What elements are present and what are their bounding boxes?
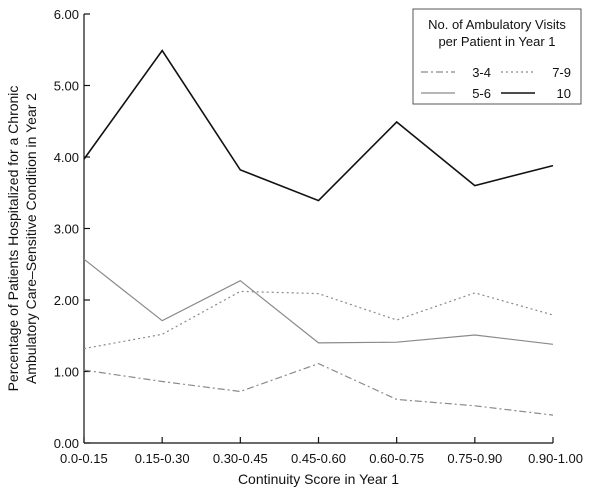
y-axis-title: Percentage of Patients Hospitalized for … xyxy=(5,86,39,392)
y-tick-label: 6.00 xyxy=(54,7,79,22)
y-axis-title-line-2: Ambulatory Care–Sensitive Condition in Y… xyxy=(23,93,39,384)
y-tick-label: 0.00 xyxy=(54,436,79,451)
y-tick-label: 5.00 xyxy=(54,79,79,94)
legend-label-10: 10 xyxy=(557,86,571,101)
legend: No. of Ambulatory Visits per Patient in Y… xyxy=(412,8,582,105)
series-line-7-9 xyxy=(83,290,554,350)
legend-box xyxy=(412,8,582,105)
x-tick-label: 0.30-0.45 xyxy=(213,451,268,466)
x-tick-label: 0.90-1.00 xyxy=(528,451,583,466)
x-tick-label: 0.60-0.75 xyxy=(369,451,424,466)
y-tick-label: 2.00 xyxy=(54,293,79,308)
y-axis-title-line-1: Percentage of Patients Hospitalized for … xyxy=(5,86,21,392)
x-tick-label: 0.0-0.15 xyxy=(60,451,108,466)
legend-label-3-4: 3-4 xyxy=(472,65,491,80)
y-tick-label: 4.00 xyxy=(54,150,79,165)
y-tick-label: 3.00 xyxy=(54,222,79,237)
x-tick-label: 0.15-0.30 xyxy=(135,451,190,466)
series-line-10 xyxy=(83,49,554,202)
legend-label-5-6: 5-6 xyxy=(472,86,491,101)
x-axis-title: Continuity Score in Year 1 xyxy=(238,471,399,487)
series-line-3-4 xyxy=(83,362,554,416)
legend-title-line: per Patient in Year 1 xyxy=(438,34,555,49)
y-axis: 0.00 1.00 2.00 3.00 4.00 5.00 6.00 xyxy=(54,7,90,451)
series-line-5-6 xyxy=(83,258,554,345)
legend-label-7-9: 7-9 xyxy=(552,65,571,80)
series-lines xyxy=(83,49,554,416)
x-axis: 0.0-0.15 0.15-0.30 0.30-0.45 0.45-0.60 0.60-… xyxy=(60,437,583,466)
x-tick-label: 0.75-0.90 xyxy=(447,451,502,466)
y-tick-label: 1.00 xyxy=(54,365,79,380)
legend-title-line: No. of Ambulatory Visits xyxy=(428,17,566,32)
x-tick-label: 0.45-0.60 xyxy=(291,451,346,466)
